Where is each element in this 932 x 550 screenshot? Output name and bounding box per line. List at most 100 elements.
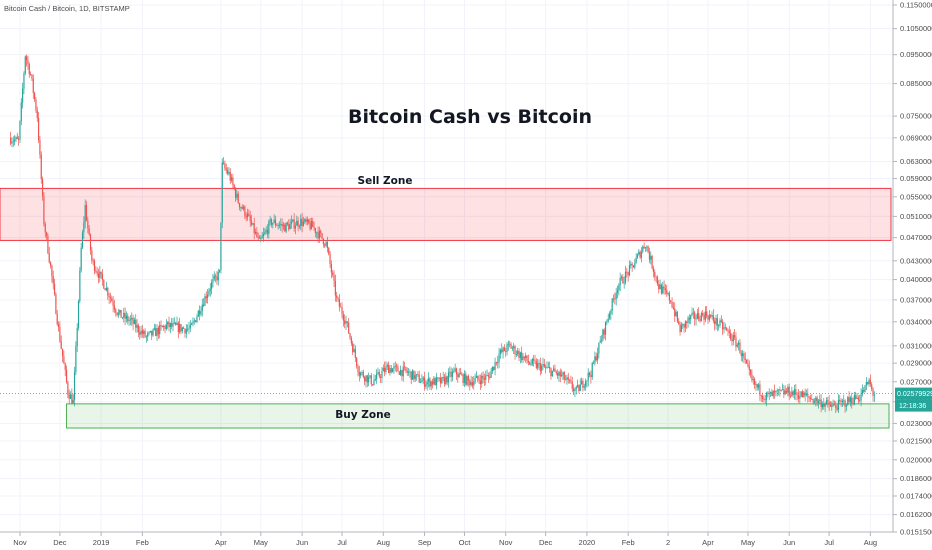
candle-body — [567, 377, 569, 380]
candle-body — [646, 246, 648, 248]
candle-body — [558, 371, 560, 376]
candle-body — [196, 316, 198, 322]
candle-body — [700, 313, 702, 322]
candle-body — [719, 320, 721, 326]
candle-body — [459, 373, 462, 375]
candle-body — [85, 205, 88, 221]
candle-body — [60, 341, 62, 349]
candle-body — [192, 321, 194, 324]
candle-body — [668, 293, 671, 301]
candle-body — [312, 221, 314, 228]
candle-body — [244, 206, 246, 217]
candle-body — [511, 348, 513, 350]
candle-body — [368, 377, 370, 383]
candle-body — [185, 329, 187, 334]
candle-body — [334, 280, 336, 296]
y-tick-label: 0.06900000 — [900, 133, 932, 142]
candle-body — [380, 376, 382, 378]
candle-body — [667, 293, 669, 294]
candle-body — [706, 311, 708, 317]
candle-body — [868, 379, 870, 385]
candle-body — [618, 285, 620, 291]
candle-body — [350, 337, 352, 344]
candle-body — [603, 329, 605, 335]
candle-body — [650, 255, 652, 260]
candle-body — [377, 372, 379, 374]
candle-body — [482, 375, 484, 378]
x-tick-label: Jul — [824, 538, 834, 547]
candle-body — [213, 275, 215, 280]
candle-body — [763, 398, 765, 400]
candle-body — [160, 324, 162, 326]
candle-body — [348, 322, 350, 334]
candle-body — [531, 359, 533, 365]
candle-body — [88, 228, 90, 235]
candle-body — [115, 309, 117, 313]
candle-body — [554, 368, 556, 373]
candle-body — [151, 330, 153, 336]
candle-body — [332, 272, 334, 275]
candle-body — [634, 263, 636, 268]
candle-body — [824, 403, 826, 407]
x-tick-label: Aug — [864, 538, 877, 547]
candle-body — [855, 395, 857, 399]
candle-body — [220, 222, 222, 270]
y-tick-label: 0.11500000 — [900, 1, 932, 10]
candle-body — [599, 340, 601, 343]
y-tick-label: 0.03700000 — [900, 295, 932, 304]
sell-zone — [0, 187, 892, 241]
candle-body — [636, 254, 639, 258]
candle-body — [61, 348, 64, 357]
candle-body — [103, 280, 105, 289]
candle-body — [844, 400, 846, 407]
candle-body — [522, 356, 524, 360]
y-tick-label: 0.05100000 — [900, 212, 932, 221]
candle-body — [373, 380, 375, 385]
candle-body — [690, 315, 692, 320]
candle-body — [282, 224, 285, 227]
candle-body — [153, 328, 155, 330]
candle-body — [712, 315, 714, 321]
candle-body — [761, 396, 764, 399]
candle-body — [509, 343, 511, 345]
candle-body — [489, 376, 491, 378]
candle-body — [121, 317, 124, 319]
candle-body — [619, 278, 621, 286]
candle-body — [120, 309, 122, 318]
candle-body — [803, 392, 805, 398]
candle-body — [386, 364, 388, 367]
candle-body — [796, 394, 798, 396]
candle-body — [71, 394, 73, 404]
y-tick-label: 0.01620000 — [900, 510, 932, 519]
candle-body — [337, 297, 339, 299]
candle-body — [859, 400, 861, 402]
candle-body — [595, 356, 597, 361]
candle-body — [72, 399, 74, 404]
candle-body — [390, 368, 392, 373]
candle-body — [81, 232, 84, 248]
x-tick-label: Jun — [296, 538, 308, 547]
candle-body — [161, 325, 163, 328]
candle-body — [30, 74, 32, 76]
candle-body — [574, 389, 576, 392]
candle-body — [526, 355, 528, 361]
candle-body — [483, 377, 486, 380]
candle-body — [268, 221, 270, 234]
candle-body — [195, 320, 197, 322]
candle-body — [317, 232, 319, 239]
candle-body — [825, 400, 828, 404]
candle-body — [515, 354, 517, 355]
candle-body — [173, 322, 175, 324]
candle-body — [759, 384, 761, 396]
candle-body — [795, 389, 797, 395]
candle-body — [183, 327, 185, 329]
y-tick-label: 0.01860000 — [900, 474, 932, 483]
candle-body — [453, 371, 455, 372]
candle-body — [59, 327, 61, 342]
candle-body — [727, 329, 729, 332]
candle-body — [572, 388, 575, 392]
candle-body — [211, 282, 213, 289]
candle-body — [314, 228, 317, 234]
candle-body — [478, 379, 480, 381]
buy-zone — [66, 403, 890, 429]
